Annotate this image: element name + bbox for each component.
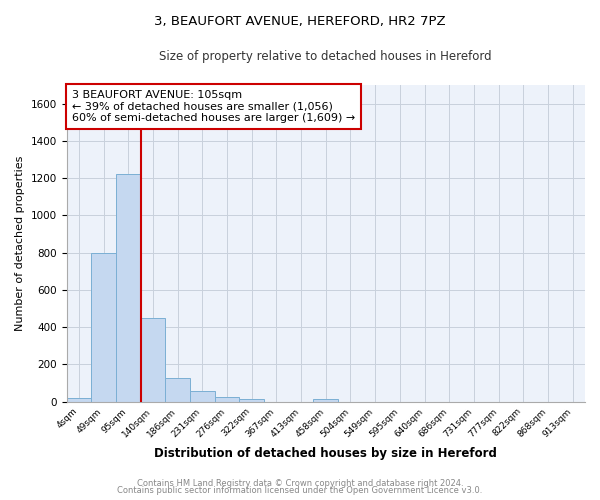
Bar [239,399,264,402]
Bar [190,390,215,402]
Bar [215,397,239,402]
Text: 3 BEAUFORT AVENUE: 105sqm
← 39% of detached houses are smaller (1,056)
60% of se: 3 BEAUFORT AVENUE: 105sqm ← 39% of detac… [72,90,355,123]
X-axis label: Distribution of detached houses by size in Hereford: Distribution of detached houses by size … [154,447,497,460]
Text: Contains public sector information licensed under the Open Government Licence v3: Contains public sector information licen… [118,486,482,495]
Text: Contains HM Land Registry data © Crown copyright and database right 2024.: Contains HM Land Registry data © Crown c… [137,478,463,488]
Bar [165,378,190,402]
Bar [116,174,140,402]
Bar [313,399,338,402]
Bar [140,318,165,402]
Title: Size of property relative to detached houses in Hereford: Size of property relative to detached ho… [160,50,492,63]
Y-axis label: Number of detached properties: Number of detached properties [15,156,25,331]
Text: 3, BEAUFORT AVENUE, HEREFORD, HR2 7PZ: 3, BEAUFORT AVENUE, HEREFORD, HR2 7PZ [154,15,446,28]
Bar [67,398,91,402]
Bar [91,252,116,402]
